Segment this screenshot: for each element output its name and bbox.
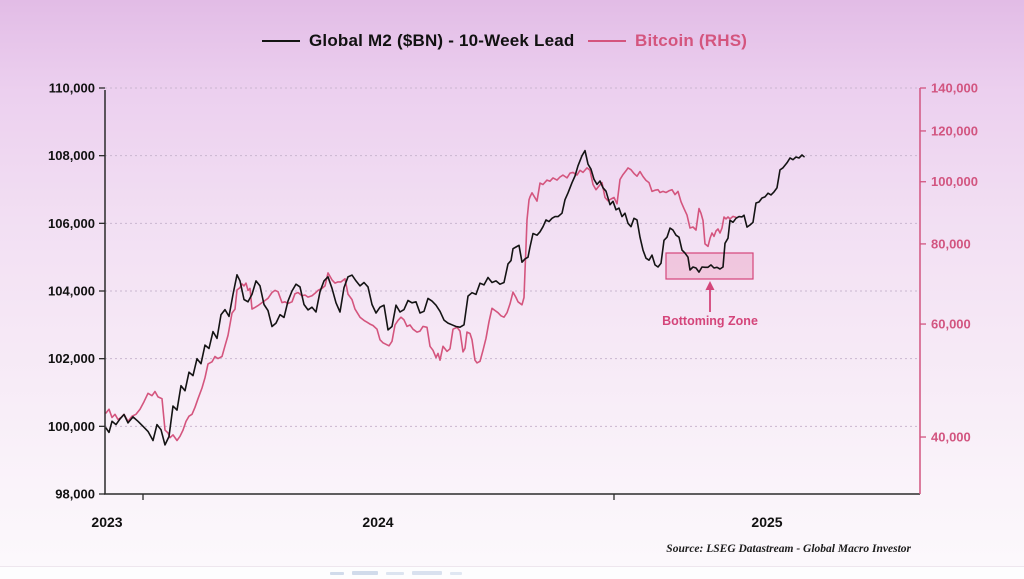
right-axis-tick-label: 40,000: [931, 430, 971, 445]
right-axis-tick-label: 60,000: [931, 317, 971, 332]
m2-line-swatch: [262, 39, 300, 43]
bottoming-zone-arrowhead: [705, 281, 715, 290]
right-axis-tick-label: 140,000: [931, 81, 978, 96]
bitcoin-line: [105, 167, 737, 442]
m2-legend-label: Global M2 ($BN) - 10-Week Lead: [309, 31, 575, 50]
left-axis-tick-label: 110,000: [49, 81, 95, 96]
right-axis-tick-label: 80,000: [931, 236, 971, 251]
m2-line: [105, 149, 805, 446]
left-axis-tick-label: 102,000: [48, 351, 95, 366]
left-axis-tick-label: 106,000: [48, 216, 95, 231]
left-axis-tick-label: 100,000: [48, 419, 95, 434]
left-axis-tick-label: 108,000: [48, 148, 95, 163]
left-axis-tick-label: 104,000: [48, 284, 95, 299]
strip-artifact: [352, 571, 378, 575]
x-axis-year-label: 2024: [362, 514, 393, 530]
source-note: Source: LSEG Datastream - Global Macro I…: [666, 543, 911, 555]
x-axis-year-label: 2023: [91, 514, 122, 530]
right-axis-tick-label: 120,000: [931, 123, 978, 138]
legend-item-m2: Global M2 ($BN) - 10-Week Lead: [262, 30, 574, 52]
bottom-strip: [0, 566, 1024, 579]
bitcoin-legend-label: Bitcoin (RHS): [635, 31, 748, 50]
legend-item-bitcoin: Bitcoin (RHS): [588, 30, 747, 52]
x-axis-year-label: 2025: [751, 514, 782, 530]
strip-artifact: [450, 572, 462, 575]
left-axis-tick-label: 98,000: [55, 487, 95, 502]
bottoming-zone-label: Bottoming Zone: [662, 314, 758, 328]
strip-artifact: [412, 571, 442, 575]
strip-artifact: [330, 572, 344, 575]
right-axis-tick-label: 100,000: [931, 174, 978, 189]
bitcoin-line-swatch: [588, 39, 626, 43]
strip-artifact: [386, 572, 404, 575]
chart-legend: Global M2 ($BN) - 10-Week Lead Bitcoin (…: [0, 30, 1024, 52]
